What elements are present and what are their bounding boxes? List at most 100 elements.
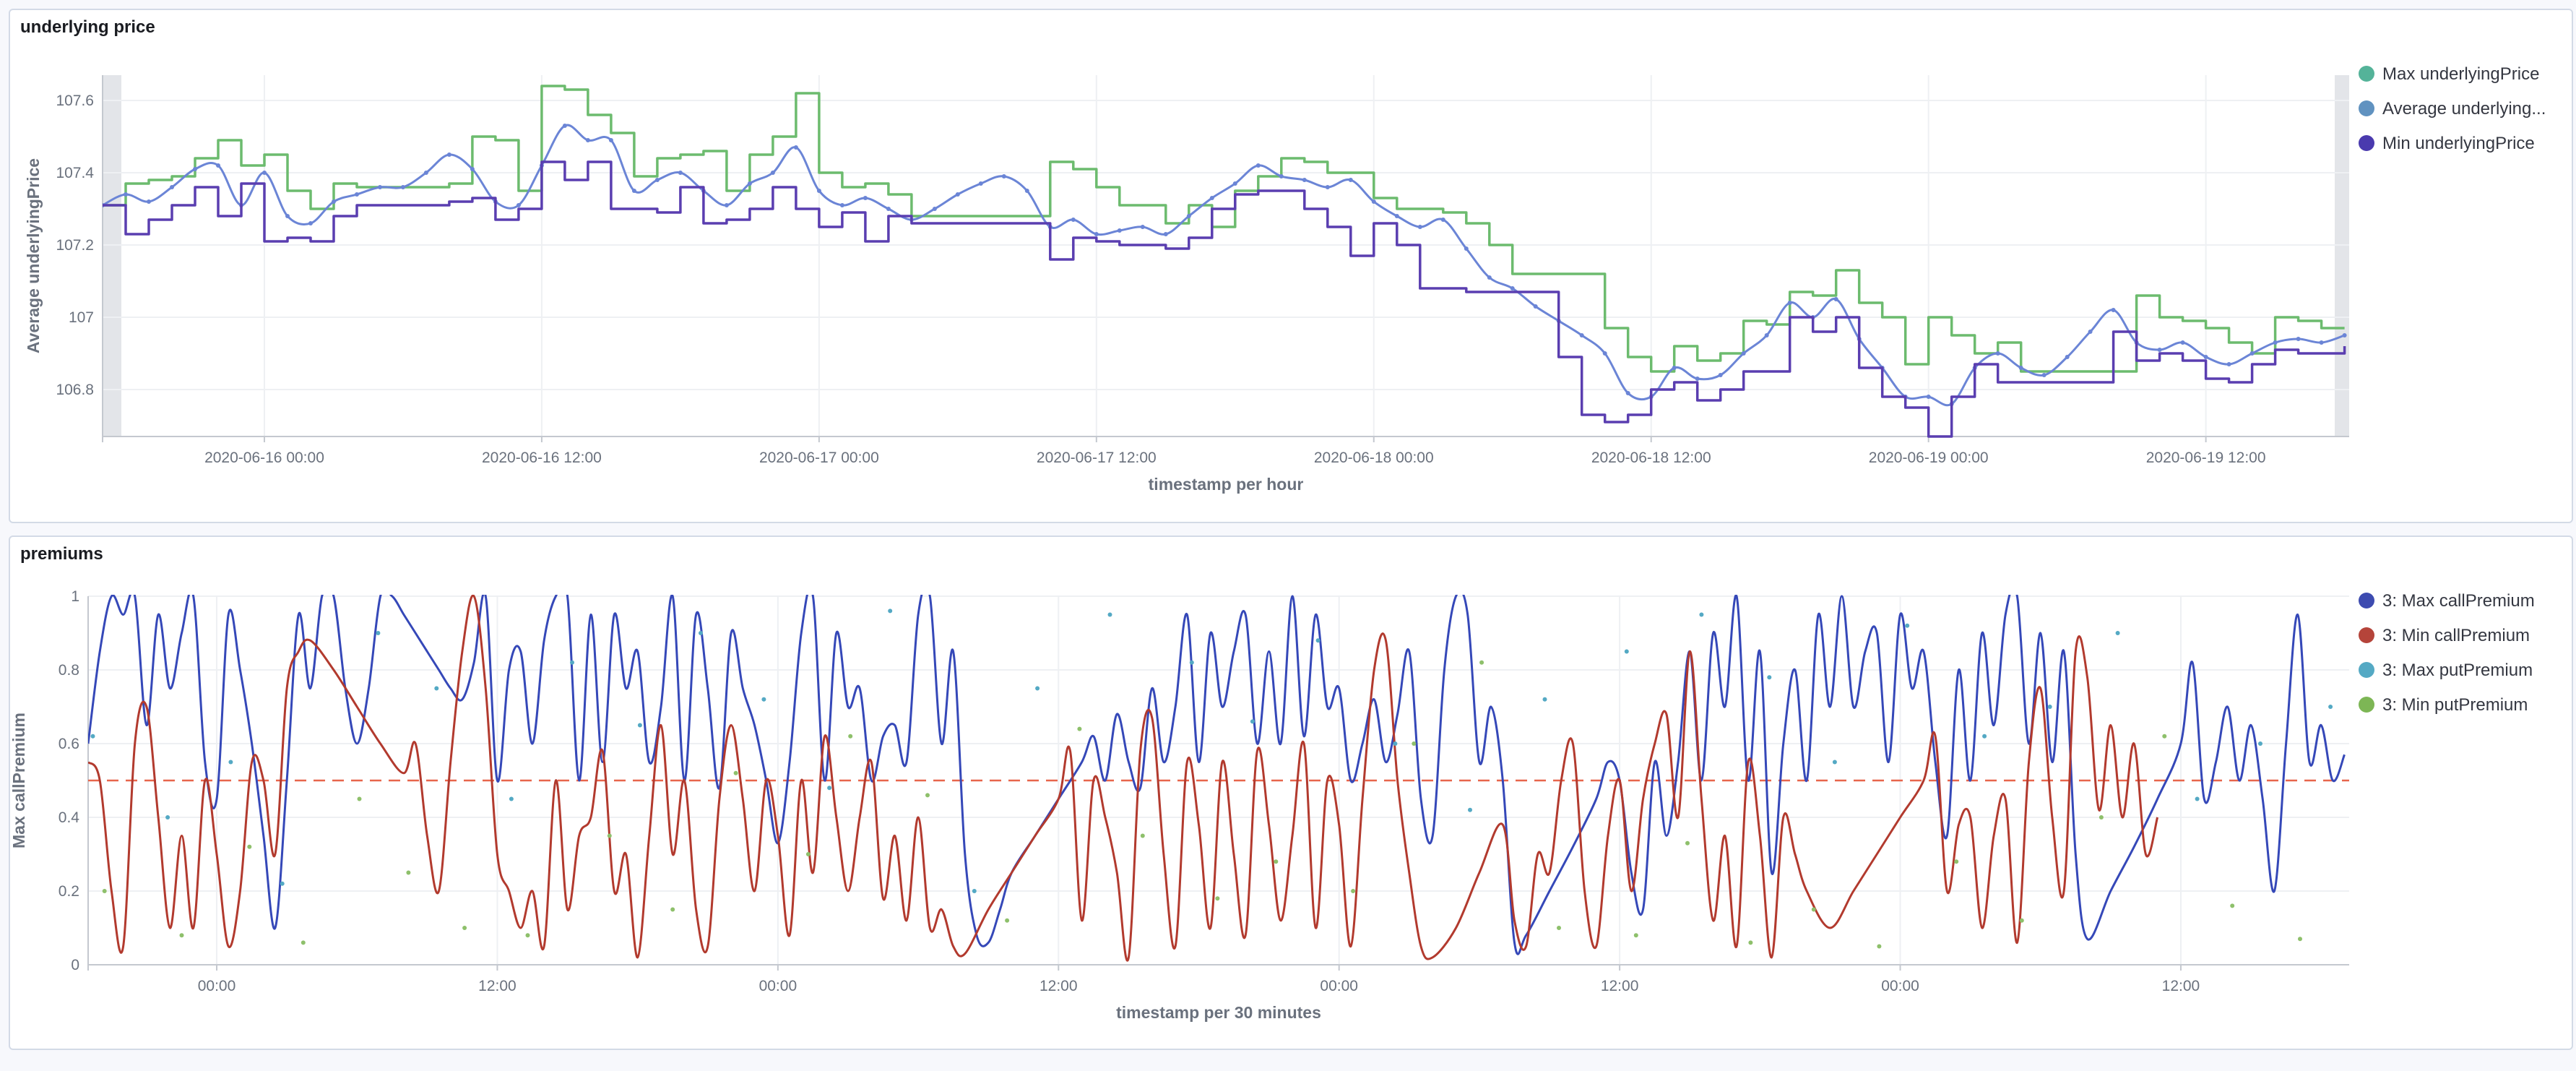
data-point [1274, 859, 1279, 864]
legend-item-label[interactable]: Min underlyingPrice [2382, 134, 2535, 153]
data-point [376, 631, 381, 635]
legend-swatch[interactable] [2359, 662, 2374, 678]
data-point [285, 214, 290, 218]
y-tick-label: 107.6 [56, 93, 94, 109]
data-point [147, 199, 151, 204]
data-point [406, 870, 411, 875]
data-point [216, 163, 220, 168]
data-point [1602, 351, 1607, 356]
x-axis-title: timestamp per hour [1149, 475, 1304, 494]
data-point [2047, 705, 2052, 709]
legend-swatch[interactable] [2359, 697, 2374, 713]
data-point [1315, 638, 1321, 643]
data-point [434, 686, 439, 691]
data-point [1468, 807, 1472, 812]
data-point [1417, 225, 1422, 229]
data-point [761, 697, 766, 702]
x-tick-label: 00:00 [1320, 978, 1358, 994]
data-point [355, 192, 359, 197]
data-point [280, 881, 285, 886]
data-point [2115, 631, 2120, 635]
y-tick-label: 1 [71, 588, 79, 605]
data-point [1279, 174, 1284, 178]
data-point [1685, 840, 1690, 846]
underlying-price-panel: underlying price 106.8 107 107.2 107.4 107.6… [9, 9, 2573, 523]
data-point [1351, 889, 1356, 893]
legend-swatch[interactable] [2359, 627, 2374, 643]
x-tick-label: 2020-06-18 12:00 [1591, 450, 1711, 466]
data-point [1001, 174, 1006, 178]
data-point [1557, 926, 1561, 930]
y-axis-title: Max callPremium [10, 713, 28, 848]
data-point [1255, 163, 1261, 168]
data-point [793, 145, 798, 150]
x-tick-label: 12:00 [2162, 978, 2200, 994]
legend-item-label[interactable]: 3: Min putPremium [2382, 695, 2528, 715]
data-point [446, 152, 451, 157]
data-point [2342, 333, 2347, 337]
data-point [2180, 340, 2185, 345]
data-point [165, 815, 170, 820]
data-point [1510, 286, 1515, 291]
brush-handle-left[interactable] [103, 75, 121, 436]
data-point [1077, 726, 1082, 731]
data-point [1741, 351, 1746, 356]
data-point [301, 940, 306, 945]
data-point [2099, 815, 2104, 820]
data-point [863, 196, 868, 200]
data-point [2088, 330, 2093, 334]
data-point [2298, 937, 2302, 942]
x-tick-label: 2020-06-16 12:00 [482, 450, 602, 466]
data-point [1995, 351, 2000, 356]
data-point [848, 734, 853, 739]
data-point [262, 171, 267, 175]
data-point [2111, 308, 2116, 312]
data-point [2328, 705, 2333, 709]
data-point [724, 203, 729, 207]
x-tick-label: 12:00 [1601, 978, 1639, 994]
data-point [733, 770, 738, 775]
data-point [2296, 337, 2301, 341]
data-point [1094, 232, 1099, 236]
y-axis-title: Average underlyingPrice [24, 158, 43, 353]
data-point [470, 167, 475, 171]
data-point [2065, 355, 2070, 359]
data-point [1832, 760, 1837, 765]
legend-item-label[interactable]: Average underlying... [2382, 99, 2546, 119]
data-point [516, 203, 521, 207]
data-point [678, 171, 683, 175]
data-point [1163, 232, 1168, 236]
data-point [2041, 373, 2046, 377]
legend-swatch[interactable] [2359, 66, 2374, 82]
data-point [570, 660, 574, 665]
x-tick-label: 12:00 [1040, 978, 1078, 994]
legend-swatch[interactable] [2359, 593, 2374, 608]
legend-item-label[interactable]: Max underlyingPrice [2382, 64, 2539, 84]
data-point [654, 178, 660, 182]
data-point [1787, 301, 1792, 305]
data-point [1767, 675, 1772, 680]
data-point [747, 181, 752, 186]
y-tick-label: 0.4 [59, 809, 80, 826]
data-point [1186, 214, 1191, 218]
data-point [1764, 333, 1769, 337]
data-point [1624, 649, 1629, 654]
data-point [2258, 741, 2262, 746]
data-point [2230, 903, 2235, 908]
x-tick-label: 12:00 [478, 978, 517, 994]
legend-item-label[interactable]: 3: Max putPremium [2382, 661, 2533, 680]
legend-swatch[interactable] [2359, 135, 2374, 151]
data-point [886, 207, 891, 211]
legend-item-label[interactable]: 3: Max callPremium [2382, 591, 2535, 611]
data-point [1440, 218, 1445, 222]
data-point [2273, 340, 2278, 345]
series-line [88, 595, 2159, 962]
data-point [932, 207, 937, 211]
data-point [631, 189, 636, 193]
data-point [1487, 275, 1492, 280]
brush-handle-right[interactable] [2335, 75, 2349, 436]
data-point [228, 760, 233, 765]
legend-swatch[interactable] [2359, 100, 2374, 116]
x-tick-label: 00:00 [759, 978, 798, 994]
legend-item-label[interactable]: 3: Min callPremium [2382, 626, 2530, 645]
